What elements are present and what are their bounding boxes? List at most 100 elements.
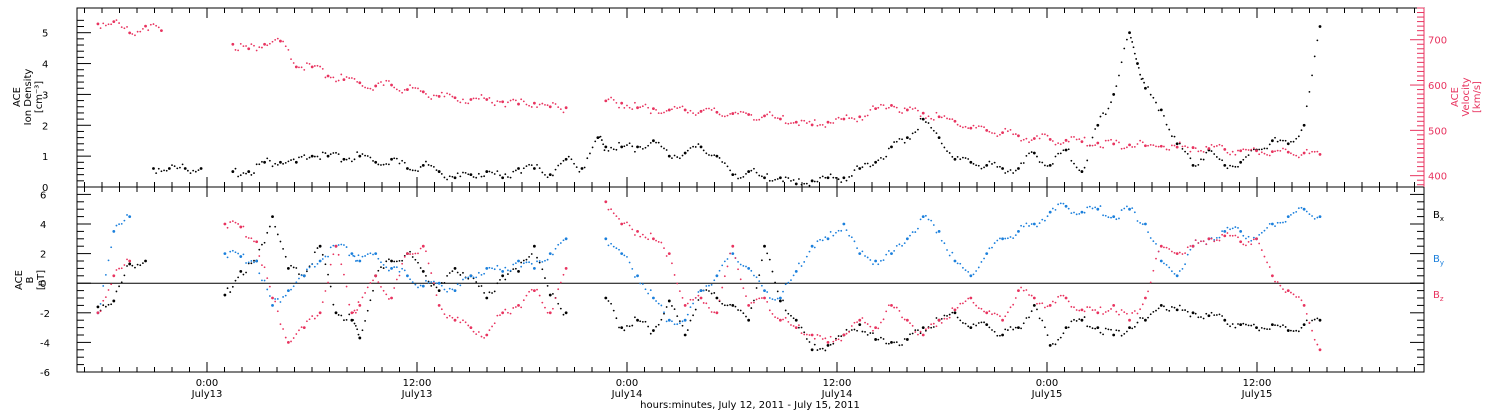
data-point <box>318 244 322 248</box>
data-point-fill <box>352 319 355 321</box>
data-point <box>152 167 155 170</box>
data-point-fill <box>456 99 459 102</box>
data-point <box>1048 210 1052 214</box>
data-point-fill <box>1311 150 1313 153</box>
data-point-fill <box>689 109 692 112</box>
data-point-fill <box>903 338 906 340</box>
data-point-fill <box>607 98 610 101</box>
data-point-fill <box>308 62 311 65</box>
data-point <box>128 259 132 263</box>
data-point-fill <box>882 338 885 340</box>
data-point-fill <box>327 281 329 284</box>
data-point-fill <box>316 155 319 158</box>
data-point-fill <box>816 124 819 127</box>
data-point-fill <box>895 245 898 247</box>
data-point-fill <box>1292 330 1295 332</box>
data-point-fill <box>319 65 322 68</box>
data-point <box>128 31 132 35</box>
data-point-fill <box>1274 136 1276 139</box>
data-point-fill <box>268 159 271 162</box>
data-point-fill <box>425 275 427 277</box>
data-point-fill <box>776 178 779 180</box>
data-point-fill <box>758 274 761 277</box>
data-point-fill <box>1009 306 1012 309</box>
data-point-fill <box>464 321 467 324</box>
data-point <box>501 176 505 180</box>
data-point-fill <box>946 315 948 317</box>
data-point-fill <box>512 307 515 309</box>
data-point-fill <box>340 73 343 76</box>
data-point-fill <box>1136 321 1139 324</box>
data-point-fill <box>308 318 311 321</box>
data-point-fill <box>872 329 874 332</box>
data-point-fill <box>1186 146 1189 149</box>
data-point-fill <box>165 169 168 172</box>
data-point-fill <box>676 282 679 285</box>
data-point <box>1207 314 1211 318</box>
data-point <box>731 112 735 115</box>
data-point-fill <box>1242 148 1245 151</box>
data-point-fill <box>393 260 396 263</box>
data-point <box>231 170 235 173</box>
data-point <box>905 318 909 322</box>
data-point-fill <box>895 140 898 143</box>
data-point <box>294 160 298 164</box>
bottom-y-tick-label: -2 <box>40 309 50 320</box>
data-point-fill <box>417 87 419 90</box>
data-point <box>302 326 306 329</box>
data-point-fill <box>940 239 943 242</box>
data-point-fill <box>924 214 927 217</box>
data-point-fill <box>1115 310 1118 313</box>
data-point <box>890 145 893 149</box>
data-point-fill <box>1025 137 1028 140</box>
data-point-fill <box>308 266 311 269</box>
data-point-fill <box>1139 139 1142 142</box>
data-point-fill <box>943 317 946 320</box>
data-point-fill <box>536 260 538 263</box>
data-point-fill <box>425 93 427 95</box>
data-point-fill <box>398 270 401 273</box>
data-point-fill <box>739 177 742 179</box>
data-point-fill <box>427 164 430 166</box>
data-point-fill <box>1260 326 1263 329</box>
data-point-fill <box>1155 145 1157 148</box>
data-point <box>1096 311 1100 315</box>
data-point-fill <box>1062 141 1065 144</box>
data-point-fill <box>324 290 327 292</box>
data-point-fill <box>493 322 496 325</box>
data-point-fill <box>295 333 298 335</box>
data-point <box>667 154 671 158</box>
data-point-fill <box>514 267 517 270</box>
data-point <box>485 170 489 173</box>
data-point-fill <box>737 177 739 180</box>
data-point-fill <box>1305 210 1308 213</box>
data-point-fill <box>880 336 882 339</box>
data-point-fill <box>893 249 896 252</box>
data-point-fill <box>615 247 618 250</box>
data-point-fill <box>282 328 284 330</box>
data-point <box>826 237 830 241</box>
data-point-fill <box>914 329 917 332</box>
data-point <box>294 65 298 69</box>
data-point-fill <box>1276 324 1279 327</box>
data-point-fill <box>234 167 237 170</box>
data-point-fill <box>493 104 496 107</box>
data-point-fill <box>462 319 464 322</box>
data-point-fill <box>917 333 919 336</box>
data-point-fill <box>626 256 628 258</box>
data-point-fill <box>1290 291 1292 294</box>
data-point <box>255 259 259 263</box>
data-point-fill <box>393 86 396 89</box>
data-point-fill <box>787 321 790 323</box>
data-point-fill <box>1205 243 1208 246</box>
data-point-fill <box>1020 139 1022 142</box>
data-point-fill <box>274 298 277 300</box>
data-point <box>1223 318 1227 322</box>
data-point-fill <box>316 64 319 67</box>
data-point-fill <box>446 290 448 293</box>
data-point-fill <box>813 180 816 183</box>
data-point-fill <box>1004 127 1007 130</box>
data-point <box>652 107 655 111</box>
data-point-fill <box>1141 223 1144 226</box>
data-point-fill <box>522 167 525 170</box>
